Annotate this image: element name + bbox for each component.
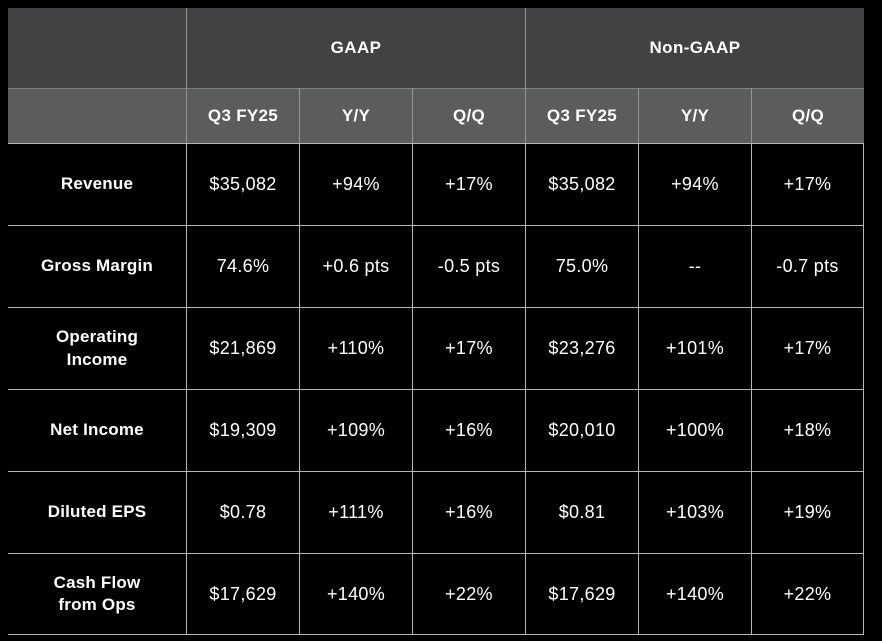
row-label-diluted-eps: Diluted EPS [8,471,186,553]
row-label-operating-income: Operating Income [8,307,186,389]
column-header-yy-gaap: Y/Y [299,88,412,143]
value-cell: $0.78 [186,471,299,553]
row-label-revenue: Revenue [8,143,186,225]
value-cell: -- [638,225,751,307]
value-cell: +101% [638,307,751,389]
value-cell: +94% [638,143,751,225]
group-header-non-gaap: Non-GAAP [525,8,864,88]
value-cell: +19% [751,471,864,553]
value-cell: $21,869 [186,307,299,389]
group-label: Non-GAAP [649,38,741,57]
value-cell: +140% [299,553,412,635]
financial-results-table: GAAP Non-GAAP Q3 FY25 Y/Y Q/Q Q3 FY25 Y/… [8,8,864,635]
value-cell: $35,082 [186,143,299,225]
value-cell: 74.6% [186,225,299,307]
value-cell: $0.81 [525,471,638,553]
row-label-gross-margin: Gross Margin [8,225,186,307]
column-header-q3fy25-gaap: Q3 FY25 [186,88,299,143]
corner-cell [8,8,186,88]
value-cell: $20,010 [525,389,638,471]
value-cell: +111% [299,471,412,553]
value-cell: +100% [638,389,751,471]
group-header-gaap: GAAP [186,8,525,88]
value-cell: -0.7 pts [751,225,864,307]
value-cell: +17% [412,143,525,225]
value-cell: +109% [299,389,412,471]
row-label-cash-flow-from-ops: Cash Flow from Ops [8,553,186,635]
value-cell: $35,082 [525,143,638,225]
value-cell: +16% [412,389,525,471]
value-cell: +18% [751,389,864,471]
value-cell: +17% [751,143,864,225]
value-cell: +140% [638,553,751,635]
column-header-yy-nongaap: Y/Y [638,88,751,143]
row-label-net-income: Net Income [8,389,186,471]
value-cell: +16% [412,471,525,553]
value-cell: +94% [299,143,412,225]
column-header-q3fy25-nongaap: Q3 FY25 [525,88,638,143]
value-cell: $19,309 [186,389,299,471]
column-header-qq-nongaap: Q/Q [751,88,864,143]
value-cell: -0.5 pts [412,225,525,307]
value-cell: +0.6 pts [299,225,412,307]
value-cell: $17,629 [525,553,638,635]
group-label: GAAP [330,38,382,57]
column-header-qq-gaap: Q/Q [412,88,525,143]
value-cell: +22% [412,553,525,635]
value-cell: +103% [638,471,751,553]
value-cell: $17,629 [186,553,299,635]
value-cell: +22% [751,553,864,635]
value-cell: +17% [751,307,864,389]
column-header-empty [8,88,186,143]
value-cell: 75.0% [525,225,638,307]
value-cell: $23,276 [525,307,638,389]
value-cell: +110% [299,307,412,389]
value-cell: +17% [412,307,525,389]
